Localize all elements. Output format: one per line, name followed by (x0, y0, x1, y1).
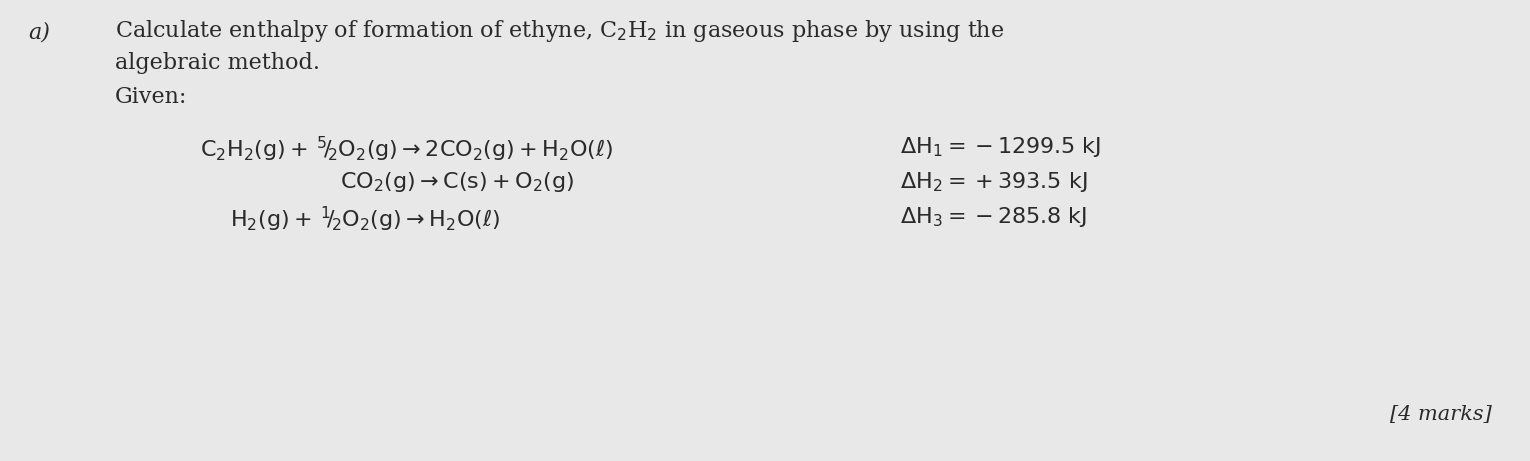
Text: $\mathrm{\Delta H_1 = -1299.5\ kJ}$: $\mathrm{\Delta H_1 = -1299.5\ kJ}$ (900, 135, 1102, 159)
Text: $\mathrm{\Delta H_3 = -285.8\ kJ}$: $\mathrm{\Delta H_3 = -285.8\ kJ}$ (900, 205, 1086, 229)
Text: a): a) (28, 22, 50, 44)
Text: $\mathrm{H_2(g) + \,^1\!/\!_2O_2(g) \rightarrow H_2O(\ell)}$: $\mathrm{H_2(g) + \,^1\!/\!_2O_2(g) \rig… (230, 205, 500, 234)
Text: $\mathrm{CO_2(g) \rightarrow C(s) + O_2(g)}$: $\mathrm{CO_2(g) \rightarrow C(s) + O_2(… (340, 170, 574, 194)
Text: $\mathrm{\Delta H_2 = +393.5\ kJ}$: $\mathrm{\Delta H_2 = +393.5\ kJ}$ (900, 170, 1088, 194)
Text: [4 marks]: [4 marks] (1389, 405, 1492, 424)
Text: Given:: Given: (115, 86, 187, 108)
Text: algebraic method.: algebraic method. (115, 52, 320, 74)
Text: Calculate enthalpy of formation of ethyne, C$_2$H$_2$ in gaseous phase by using : Calculate enthalpy of formation of ethyn… (115, 18, 1004, 44)
Text: $\mathrm{C_2H_2(g) + \,^5\!/\!_2O_2(g) \rightarrow 2CO_2(g) + H_2O(\ell)}$: $\mathrm{C_2H_2(g) + \,^5\!/\!_2O_2(g) \… (200, 135, 614, 164)
